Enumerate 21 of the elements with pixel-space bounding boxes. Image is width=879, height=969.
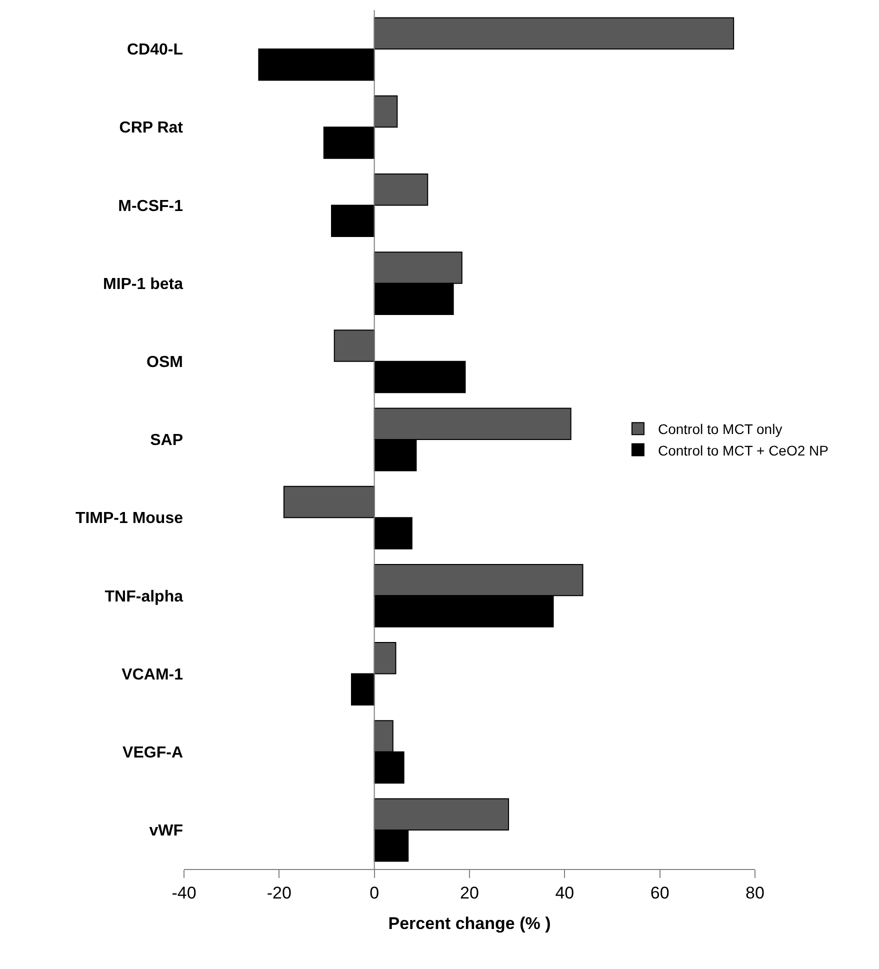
y-tick-label: VCAM-1 <box>122 666 184 684</box>
y-tick-label: CD40-L <box>126 42 184 59</box>
x-tick-label: 60 <box>650 883 670 902</box>
x-tick-label: 20 <box>460 883 479 902</box>
y-tick-label: TIMP-1 Mouse <box>75 510 184 528</box>
x-tick-label: 80 <box>746 883 764 902</box>
x-tick-label: 0 <box>370 883 380 902</box>
y-tick-label: OSM <box>146 354 183 372</box>
legend-label: Control to MCT + CeO2 NP <box>658 442 828 458</box>
x-tick-label: 40 <box>555 883 574 902</box>
y-tick-label: MIP-1 beta <box>102 276 184 293</box>
y-tick-label: vWF <box>149 822 184 840</box>
y-tick-label: VEGF-A <box>122 744 184 762</box>
x-axis-title: Percent change (% ) <box>388 914 551 933</box>
legend-label: Control to MCT only <box>658 421 782 438</box>
y-tick-label: M-CSF-1 <box>118 198 184 215</box>
y-tick-label: CRP Rat <box>119 120 184 137</box>
x-tick-label: -20 <box>266 883 292 902</box>
y-tick-label: TNF-alpha <box>104 588 184 606</box>
x-tick-label: -40 <box>172 883 196 902</box>
y-tick-label: SAP <box>150 432 184 450</box>
